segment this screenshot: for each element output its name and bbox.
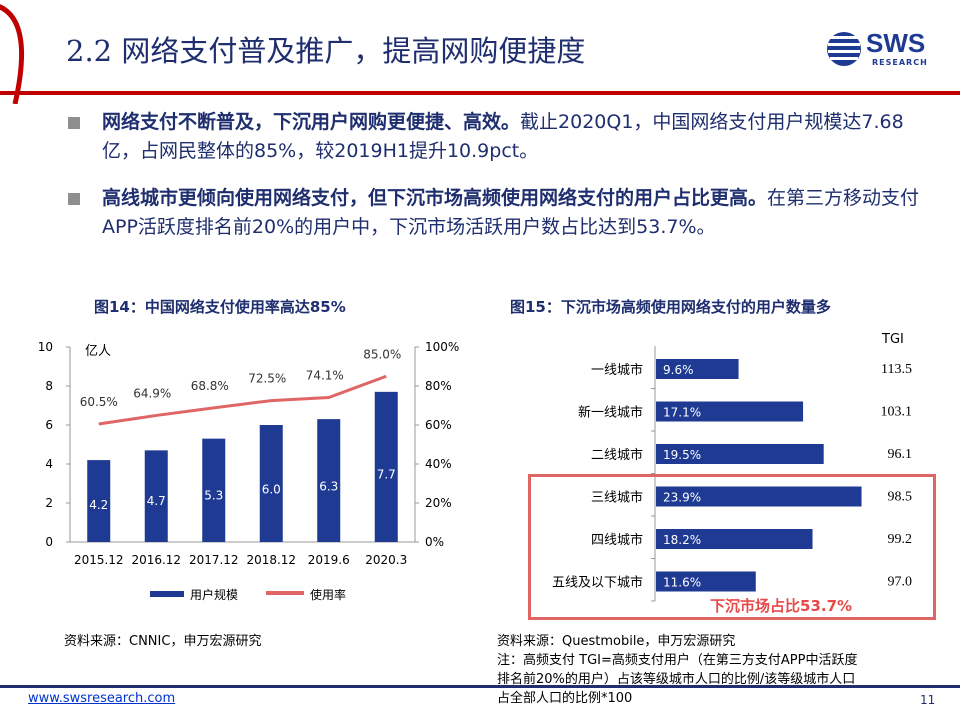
- y-tick-label: 0: [45, 535, 53, 549]
- bar: [202, 438, 226, 542]
- bar: [87, 460, 111, 542]
- bar-value-label: 23.9%: [663, 491, 701, 505]
- tgi-value: 98.5: [888, 490, 913, 505]
- bar-value-label: 4.7: [147, 494, 166, 508]
- bar-value-label: 5.3: [204, 488, 223, 502]
- category-label: 四线城市: [591, 532, 643, 548]
- bar-value-label: 7.7: [377, 467, 396, 481]
- y-right-tick-label: 20%: [425, 496, 452, 510]
- tgi-header: TGI: [882, 332, 904, 347]
- chart15-svg: 9.6% 一线城市 113.5 17.1% 新一线城市 103.1 19.5% 二线城市 96.…: [552, 346, 913, 602]
- y-right-tick-label: 0%: [425, 535, 444, 549]
- y-right-tick-label: 60%: [425, 418, 452, 432]
- x-tick-label: 2016.12: [131, 553, 181, 567]
- y-unit-label: 亿人: [85, 344, 111, 359]
- logo-subtext: RESEARCH: [872, 58, 928, 67]
- page-number: 11: [920, 693, 936, 707]
- bar-value-label: 9.6%: [663, 363, 694, 377]
- bullet-2-text: 在第三方移动支付APP活跃度排名前20%的用户中，下沉市场活跃用户数占比达到53…: [102, 187, 920, 238]
- bar: [374, 391, 398, 542]
- bullet-square-icon: [68, 193, 80, 205]
- x-tick-label: 2015.12: [74, 553, 124, 567]
- x-tick-label: 2017.12: [189, 553, 239, 567]
- bar: [656, 444, 824, 464]
- line-value-label: 85.0%: [363, 347, 401, 361]
- tgi-value: 103.1: [881, 405, 913, 420]
- chart15-source: 资料来源：Questmobile，申万宏源研究 注：高频支付 TGI=高频支付用…: [497, 632, 947, 708]
- bar: [656, 359, 739, 379]
- bar: [259, 425, 283, 542]
- highlight-label: 下沉市场占比53.7%: [710, 597, 853, 615]
- bar: [656, 401, 804, 422]
- y-tick-label: 6: [45, 418, 53, 432]
- chart15-note-line: 注：高频支付 TGI=高频支付用户（在第三方支付APP中活跃度: [497, 653, 858, 668]
- legend-line-swatch: [266, 591, 304, 595]
- y-right-tick-label: 100%: [425, 340, 459, 354]
- footer-divider: [0, 685, 960, 688]
- category-label: 三线城市: [591, 490, 643, 506]
- bar: [317, 419, 341, 542]
- legend-line-label: 使用率: [310, 587, 346, 602]
- category-label: 五线及以下城市: [552, 575, 643, 591]
- chart15-note-line: 占全部人口的比例*100: [497, 691, 633, 706]
- bar: [656, 529, 813, 549]
- line-value-label: 68.8%: [191, 379, 229, 393]
- usage-rate-line: [98, 374, 387, 426]
- header-divider: [0, 91, 960, 95]
- x-tick-label: 2018.12: [246, 553, 296, 567]
- logo-text: SWS: [866, 28, 926, 58]
- bar-value-label: 17.1%: [663, 406, 701, 420]
- page-title: 2.2 网络支付普及推广，提高网购便捷度: [66, 34, 586, 68]
- chart14-svg: 02468100%20%40%60%80%100%亿人4.22015.124.7…: [38, 340, 460, 602]
- tgi-value: 97.0: [888, 575, 913, 590]
- bar: [656, 486, 862, 507]
- tgi-value: 96.1: [888, 447, 913, 462]
- y-tick-label: 8: [45, 379, 53, 393]
- chart15-note-line: 排名前20%的用户）占该等级城市人口的比例/该等级城市人口: [497, 672, 856, 687]
- line-value-label: 74.1%: [306, 369, 344, 383]
- x-tick-label: 2019.6: [308, 553, 350, 567]
- chart14-source: 资料来源：CNNIC，申万宏源研究: [64, 634, 262, 649]
- sws-logo: SWS RESEARCH: [826, 26, 946, 74]
- x-tick-label: 2020.3: [365, 553, 407, 567]
- bar-value-label: 6.3: [319, 480, 338, 494]
- tgi-value: 99.2: [888, 532, 913, 547]
- bar-value-label: 18.2%: [663, 533, 701, 547]
- bullet-square-icon: [68, 117, 80, 129]
- legend-bar-label: 用户规模: [190, 587, 238, 602]
- bullet-1-strong: 网络支付不断普及，下沉用户网购更便捷、高效。: [102, 111, 521, 133]
- y-right-tick-label: 40%: [425, 457, 452, 471]
- line-value-label: 64.9%: [133, 386, 171, 400]
- y-tick-label: 4: [45, 457, 53, 471]
- corner-decoration: [0, 4, 24, 104]
- bar: [656, 571, 756, 592]
- bar-value-label: 19.5%: [663, 448, 701, 462]
- bar: [144, 450, 168, 542]
- y-tick-label: 2: [45, 496, 53, 510]
- bullet-2-strong: 高线城市更倾向使用网络支付，但下沉市场高频使用网络支付的用户占比更高。: [102, 187, 768, 209]
- legend-bar-swatch: [150, 591, 184, 597]
- chart15-title: 图15：下沉市场高频使用网络支付的用户数量多: [510, 298, 831, 316]
- y-right-tick-label: 80%: [425, 379, 452, 393]
- logo-mark-icon: [827, 32, 861, 66]
- chart15-source-line: 资料来源：Questmobile，申万宏源研究: [497, 634, 736, 649]
- y-tick-label: 10: [38, 340, 53, 354]
- category-label: 二线城市: [591, 447, 643, 463]
- bullet-1: 网络支付不断普及，下沉用户网购更便捷、高效。截止2020Q1，中国网络支付用户规…: [102, 108, 922, 166]
- bar-value-label: 6.0: [262, 482, 281, 496]
- chart14-title: 图14：中国网络支付使用率高达85%: [94, 298, 346, 316]
- line-value-label: 60.5%: [80, 395, 118, 409]
- category-label: 一线城市: [591, 362, 643, 378]
- bullet-2: 高线城市更倾向使用网络支付，但下沉市场高频使用网络支付的用户占比更高。在第三方移…: [102, 184, 922, 242]
- line-value-label: 72.5%: [248, 372, 286, 386]
- bar-value-label: 4.2: [89, 498, 108, 512]
- bar-value-label: 11.6%: [663, 576, 701, 590]
- bullet-1-text: 截止2020Q1，中国网络支付用户规模达7.68亿，占网民整体的85%，较201…: [102, 111, 904, 162]
- website-link[interactable]: www.swsresearch.com: [28, 691, 176, 706]
- lower-tier-highlight-box: [528, 474, 936, 620]
- tgi-value: 113.5: [881, 362, 912, 377]
- category-label: 新一线城市: [578, 405, 643, 421]
